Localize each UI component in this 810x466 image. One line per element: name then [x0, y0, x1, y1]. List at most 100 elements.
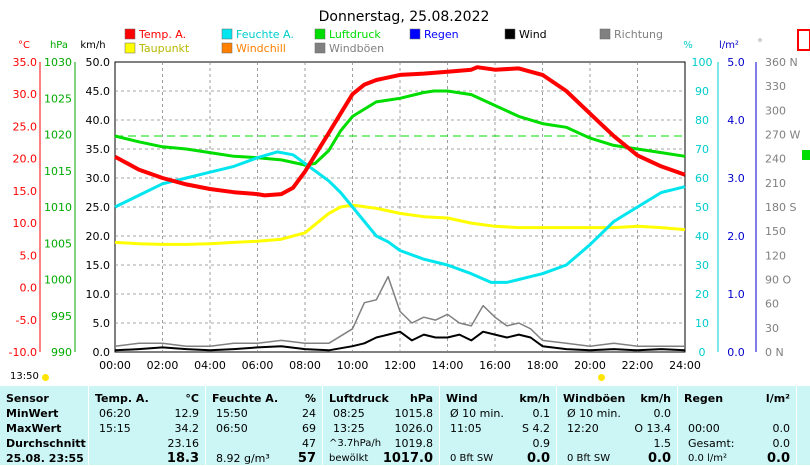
- temp-tick-label: -5.0: [16, 314, 37, 327]
- legend-swatch: [221, 42, 233, 54]
- stats-col-sensor: Sensor MinWert MaxWert Durchschnitt 25.0…: [0, 386, 88, 465]
- stats-header-rain: Regen: [684, 392, 724, 405]
- temp-tick-label: 30.0: [13, 88, 38, 101]
- pressure-tick-label: 990: [51, 346, 72, 359]
- wind-unit-label: km/h: [80, 40, 105, 51]
- x-tick-label: 04:00: [194, 359, 226, 372]
- stats-gust-max: O 13.4: [634, 422, 671, 435]
- legend-label: Feuchte A.: [236, 28, 294, 41]
- stats-header-temp-unit: °C: [185, 392, 199, 405]
- direction-tick-label: 150: [765, 225, 786, 238]
- legend-label: Richtung: [614, 28, 663, 41]
- humidity-tick-label: 60: [695, 172, 709, 185]
- x-tick-label: 16:00: [479, 359, 511, 372]
- legend-swatch: [124, 28, 136, 40]
- pressure-tick-label: 1015: [44, 165, 72, 178]
- wind-tick-label: 10.0: [86, 288, 111, 301]
- humidity-tick-label: 90: [695, 85, 709, 98]
- humidity-tick-label: 10: [695, 317, 709, 330]
- legend-swatch: [504, 28, 516, 40]
- pressure-tick-label: 1005: [44, 237, 72, 250]
- series-pressure: [114, 89, 686, 167]
- humidity-tick-label: 70: [695, 143, 709, 156]
- legend-swatch: [124, 42, 136, 54]
- humidity-tick-label: 100: [692, 56, 713, 69]
- stats-header-sensor: Sensor: [6, 392, 49, 405]
- rain-tick-label: 5.0: [727, 56, 745, 69]
- stats-press-min-time: 08:25: [333, 407, 365, 420]
- pressure-tick-label: 1010: [44, 201, 72, 214]
- stats-rain-total: 0.0: [772, 437, 791, 450]
- x-tick-label: 18:00: [527, 359, 559, 372]
- wind-tick-label: 5.0: [93, 317, 111, 330]
- x-tick-label: 10:00: [337, 359, 369, 372]
- direction-tick-label: 0 N: [765, 346, 784, 359]
- temp-tick-label: 20.0: [13, 153, 38, 166]
- series-temperature: [114, 65, 686, 198]
- stats-wind-bft: 0 Bft SW: [450, 453, 494, 464]
- temp-tick-label: 35.0: [13, 56, 38, 69]
- stats-col-temp: Temp. A. °C 06:20 12.9 15:15 34.2 23.16 …: [89, 386, 205, 466]
- stats-press-trend: ^3.7hPa/h: [329, 438, 382, 449]
- humidity-tick-label: 20: [695, 288, 709, 301]
- pressure-tick-label: 1000: [44, 274, 72, 287]
- chart-legend: Temp. A. Feuchte A. Luftdruck Regen Wind Rich…: [124, 28, 663, 55]
- stats-gust-current: 0.0: [647, 451, 671, 466]
- temp-unit-label: °C: [18, 40, 30, 51]
- stats-col-rain: Regen l/m² 00:00 0.0 Gesamt: 0.0 0.0 l/m…: [678, 386, 796, 466]
- series-dewpoint: [114, 203, 686, 246]
- stats-rain-unit-current: 0.0 l/m²: [688, 453, 727, 464]
- pressure-tick-label: 1025: [44, 92, 72, 105]
- humidity-tick-label: 40: [695, 230, 709, 243]
- rain-tick-label: 1.0: [727, 288, 745, 301]
- sunset-icon: [598, 374, 605, 381]
- stats-header-wind-unit: km/h: [519, 392, 550, 405]
- pressure-tick-label: 1020: [44, 129, 72, 142]
- stats-col-humidity: Feuchte A. % 15:50 24 06:50 69 47 8.92 g…: [206, 386, 322, 466]
- stats-press-min: 1015.8: [394, 407, 434, 420]
- dir-unit-label: °: [758, 38, 763, 49]
- wind-tick-label: 50.0: [86, 56, 111, 69]
- stats-col-pressure: Luftdruck hPa 08:25 1015.8 13:25 1026.0 …: [323, 386, 439, 466]
- stats-press-max-time: 13:25: [333, 422, 365, 435]
- wind-tick-label: 35.0: [86, 143, 111, 156]
- stats-temp-max: 34.2: [174, 422, 200, 435]
- stats-temp-min-time: 06:20: [99, 407, 131, 420]
- wind-tick-label: 40.0: [86, 114, 111, 127]
- legend-label: Temp. A.: [138, 28, 186, 41]
- direction-tick-label: 30: [765, 322, 779, 335]
- direction-tick-label: 240: [765, 153, 786, 166]
- stats-header-gust-unit: km/h: [640, 392, 671, 405]
- right-axes: 10090807060504030201005.04.03.02.01.00.0…: [692, 56, 801, 359]
- direction-tick-label: 90 O: [765, 274, 791, 287]
- series-lines: [114, 65, 686, 352]
- direction-tick-label: 180 S: [765, 201, 796, 214]
- stats-label-current: 25.08. 23:55: [6, 452, 84, 465]
- pressure-tick-label: 995: [51, 310, 72, 323]
- stats-hum-current: 57: [297, 451, 316, 466]
- x-tick-label: 20:00: [574, 359, 606, 372]
- humidity-tick-label: 80: [695, 114, 709, 127]
- direction-tick-label: 60: [765, 298, 779, 311]
- stats-press-max: 1026.0: [394, 422, 434, 435]
- stats-wind-min: 0.1: [532, 407, 551, 420]
- rain-tick-label: 3.0: [727, 172, 745, 185]
- legend-swatch: [314, 28, 326, 40]
- stats-hum-max-time: 06:50: [216, 422, 248, 435]
- x-tick-label: 02:00: [147, 359, 179, 372]
- legend-label: Regen: [424, 28, 459, 41]
- temp-tick-label: 15.0: [13, 185, 38, 198]
- stats-col-gust: Windböen km/h Ø 10 min. 0.0 12:20 O 13.4…: [557, 386, 677, 466]
- stats-wind-max-time: 11:05: [450, 422, 482, 435]
- direction-tick-label: 360 N: [765, 56, 798, 69]
- stats-header-press: Luftdruck: [329, 392, 389, 405]
- stats-header-gust: Windböen: [563, 392, 626, 405]
- left-axes: 35.0 30.0 25.0 20.0 15.0 10.0 5.0 0.0 -5.0 -10.0 1…: [9, 56, 110, 359]
- temp-tick-label: -10.0: [9, 346, 37, 359]
- wind-tick-label: 0.0: [93, 346, 111, 359]
- temp-tick-label: 10.0: [13, 217, 38, 230]
- stats-header-temp: Temp. A.: [95, 392, 149, 405]
- wind-tick-label: 30.0: [86, 172, 111, 185]
- wind-tick-label: 15.0: [86, 259, 111, 272]
- legend-swatch: [409, 28, 421, 40]
